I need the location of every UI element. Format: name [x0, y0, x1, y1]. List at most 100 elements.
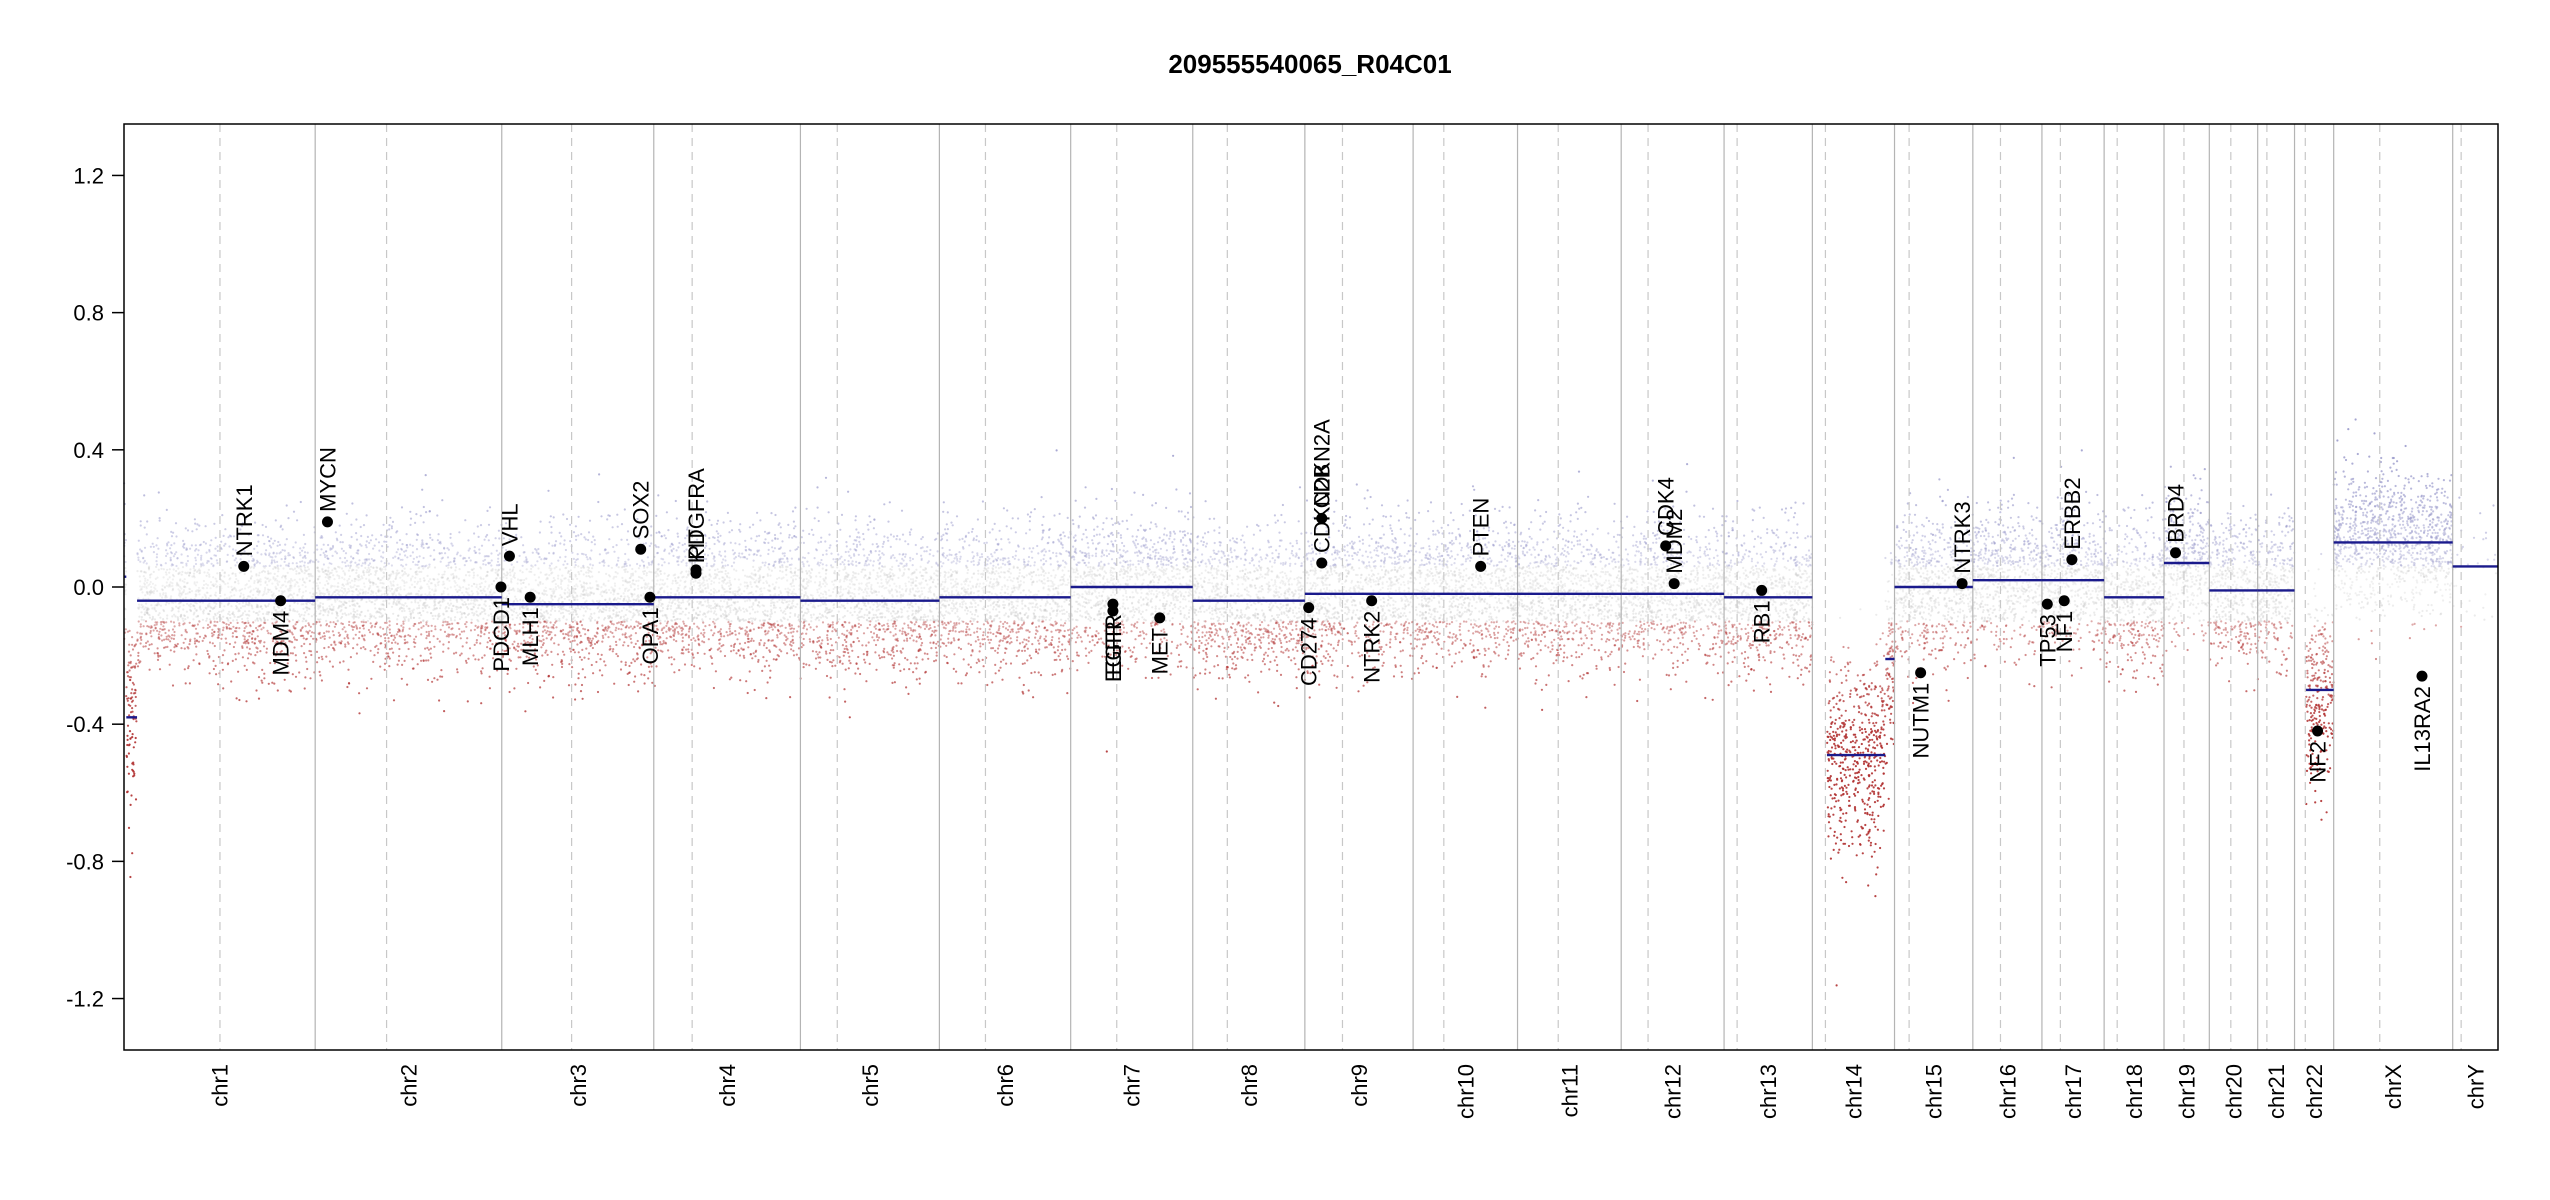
probe-point	[414, 571, 416, 573]
probe-point	[714, 543, 716, 545]
probe-point	[474, 644, 476, 646]
probe-point	[317, 608, 319, 610]
probe-point	[467, 608, 469, 610]
probe-point	[238, 652, 240, 654]
probe-point	[635, 643, 637, 645]
probe-point	[370, 566, 372, 568]
probe-point	[408, 574, 410, 576]
probe-point	[582, 591, 584, 593]
probe-point	[232, 619, 234, 621]
probe-point	[409, 586, 411, 588]
probe-point	[585, 571, 587, 573]
probe-point	[343, 626, 345, 628]
probe-point	[543, 562, 545, 564]
probe-point	[345, 565, 347, 567]
probe-point	[467, 539, 469, 541]
probe-point	[296, 594, 298, 596]
probe-point	[572, 578, 574, 580]
probe-point	[418, 607, 420, 609]
probe-point	[274, 573, 276, 575]
probe-point	[401, 570, 403, 572]
probe-point	[568, 581, 570, 583]
probe-point	[205, 620, 207, 622]
probe-point	[509, 571, 511, 573]
probe-point	[754, 619, 756, 621]
probe-point	[147, 584, 149, 586]
probe-point	[189, 548, 191, 550]
probe-point	[564, 560, 566, 562]
probe-point	[597, 606, 599, 608]
probe-point	[361, 577, 363, 579]
probe-point	[569, 540, 571, 542]
probe-point	[240, 592, 242, 594]
probe-point	[166, 569, 168, 571]
probe-point	[272, 542, 274, 544]
probe-point	[514, 572, 516, 574]
probe-point	[178, 592, 180, 594]
probe-point	[295, 570, 297, 572]
probe-point	[183, 543, 185, 545]
probe-point	[574, 635, 576, 637]
probe-point	[233, 646, 235, 648]
probe-point	[261, 680, 263, 682]
probe-point	[171, 634, 173, 636]
probe-point	[357, 552, 359, 554]
probe-point	[195, 632, 197, 634]
probe-point	[248, 610, 250, 612]
probe-point	[534, 574, 536, 576]
probe-point	[298, 585, 300, 587]
probe-point	[592, 638, 594, 640]
probe-point	[302, 603, 304, 605]
probe-point	[222, 616, 224, 618]
probe-point	[281, 584, 283, 586]
probe-point	[451, 610, 453, 612]
probe-point	[344, 646, 346, 648]
probe-point	[388, 587, 390, 589]
probe-point	[300, 501, 302, 503]
probe-point	[420, 655, 422, 657]
probe-point	[320, 548, 322, 550]
probe-point	[202, 640, 204, 642]
probe-point	[344, 594, 346, 596]
probe-point	[489, 687, 491, 689]
probe-point	[465, 616, 467, 618]
probe-point	[208, 605, 210, 607]
probe-point	[745, 546, 747, 548]
probe-point	[177, 619, 179, 621]
probe-point	[544, 620, 546, 622]
probe-point	[169, 640, 171, 642]
probe-point	[235, 557, 237, 559]
probe-point	[372, 633, 374, 635]
probe-point	[416, 593, 418, 595]
probe-point	[283, 590, 285, 592]
probe-point	[412, 545, 414, 547]
probe-point	[441, 574, 443, 576]
probe-point	[632, 628, 634, 630]
probe-point	[582, 594, 584, 596]
probe-point	[416, 564, 418, 566]
probe-point	[380, 590, 382, 592]
probe-point	[480, 576, 482, 578]
probe-point	[495, 569, 497, 571]
probe-point	[447, 588, 449, 590]
probe-point	[428, 588, 430, 590]
probe-point	[410, 592, 412, 594]
probe-point	[257, 561, 259, 563]
probe-point	[242, 605, 244, 607]
probe-point	[285, 585, 287, 587]
probe-point	[566, 518, 568, 520]
probe-point	[178, 622, 180, 624]
probe-point	[260, 553, 262, 555]
probe-point	[382, 600, 384, 602]
probe-point	[287, 517, 289, 519]
probe-point	[222, 580, 224, 582]
probe-point	[337, 593, 339, 595]
probe-point	[433, 590, 435, 592]
probe-point	[265, 651, 267, 653]
probe-point	[643, 674, 645, 676]
probe-point	[399, 539, 401, 541]
probe-point	[197, 623, 199, 625]
probe-point	[550, 621, 552, 623]
probe-point	[346, 513, 348, 515]
probe-point	[173, 614, 175, 616]
